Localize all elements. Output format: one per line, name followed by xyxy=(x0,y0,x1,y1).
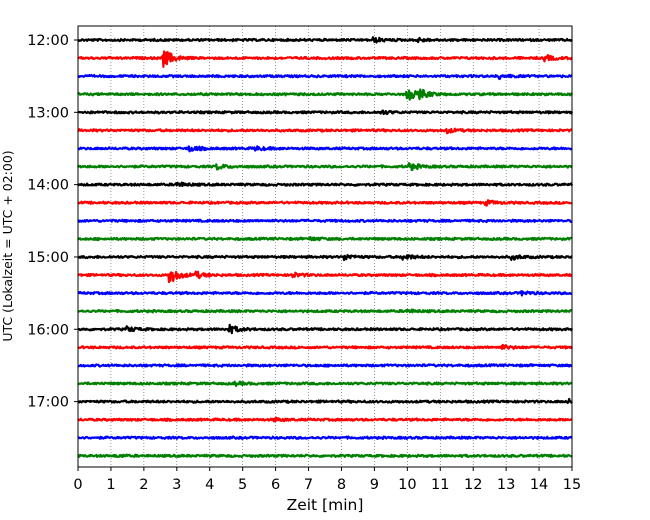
x-tick-label: 11 xyxy=(431,477,449,493)
seismic-trace xyxy=(77,453,573,459)
seismic-trace xyxy=(77,380,573,387)
x-tick-label: 15 xyxy=(563,477,581,493)
seismic-trace xyxy=(77,162,573,172)
seismic-trace xyxy=(77,435,573,441)
y-tick-label: 16:00 xyxy=(27,322,69,338)
y-tick-label: 17:00 xyxy=(27,395,69,411)
seismic-trace xyxy=(77,181,574,188)
y-tick-label: 12:00 xyxy=(27,33,69,49)
y-axis: 12:00 13:00 14:00 15:00 16:00 17:00 xyxy=(27,33,78,411)
x-tick-label: 6 xyxy=(271,477,280,493)
seismic-trace xyxy=(77,88,573,101)
seismic-trace xyxy=(77,36,573,44)
x-tick-label: 14 xyxy=(530,477,548,493)
plot-background xyxy=(78,26,572,467)
x-tick-label: 7 xyxy=(304,477,313,493)
seismic-trace xyxy=(77,397,573,404)
seismic-trace xyxy=(77,254,573,262)
seismic-trace xyxy=(77,109,574,116)
x-tick-label: 12 xyxy=(464,477,482,493)
seismic-trace xyxy=(77,218,573,224)
seismic-trace xyxy=(77,145,573,153)
y-tick-label: 13:00 xyxy=(27,105,69,121)
x-tick-label: 10 xyxy=(398,477,416,493)
seismic-trace xyxy=(77,416,573,423)
seismic-trace xyxy=(77,363,573,368)
x-tick-label: 2 xyxy=(139,477,148,493)
x-tick-label: 8 xyxy=(337,477,346,493)
y-axis-label: UTC (Lokalzeit = UTC + 02:00) xyxy=(0,150,15,341)
y-tick-label: 14:00 xyxy=(27,178,69,194)
x-tick-label: 0 xyxy=(73,477,82,493)
seismic-trace xyxy=(77,290,573,297)
seismic-trace xyxy=(77,343,573,351)
x-axis-label: Zeit [min] xyxy=(287,496,364,514)
seismic-trace xyxy=(77,73,573,81)
seismic-trace xyxy=(77,308,573,314)
seismic-trace xyxy=(77,270,573,284)
x-tick-label: 5 xyxy=(238,477,247,493)
seismic-trace xyxy=(77,235,573,242)
x-tick-label: 1 xyxy=(106,477,115,493)
x-tick-label: 13 xyxy=(497,477,515,493)
x-axis: 0 1 2 3 4 5 6 7 8 9 10 11 12 13 14 15 xyxy=(73,467,581,493)
trace-group xyxy=(77,36,574,459)
x-tick-label: 3 xyxy=(172,477,181,493)
seismic-trace xyxy=(77,127,573,135)
x-tick-label: 4 xyxy=(205,477,214,493)
seismic-trace xyxy=(77,199,573,207)
y-tick-label: 15:00 xyxy=(27,250,69,266)
plot-frame xyxy=(77,25,573,468)
seismic-trace xyxy=(77,50,573,68)
x-tick-label: 9 xyxy=(370,477,379,493)
seismic-trace xyxy=(77,323,574,335)
